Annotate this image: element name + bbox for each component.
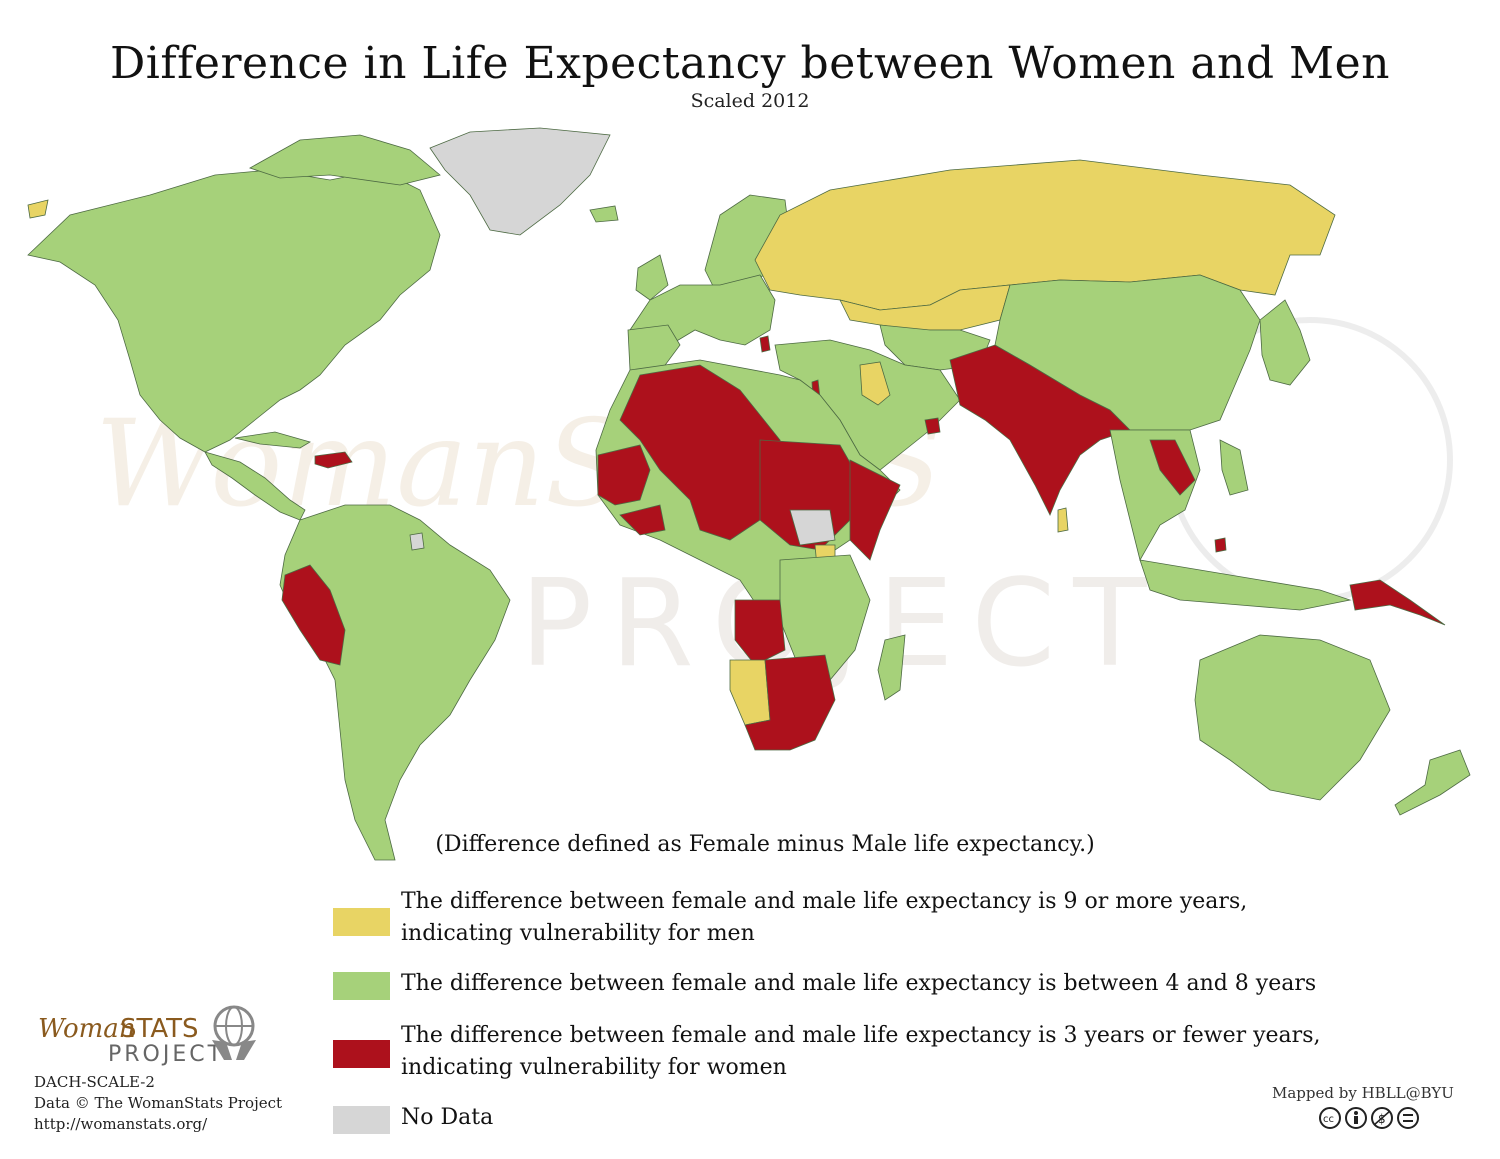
region-sri-lanka [1057,507,1069,533]
region-png [1349,579,1446,626]
legend-swatch [333,908,390,936]
nc-icon [1371,1107,1393,1129]
nd-icon [1397,1107,1419,1129]
map-code: DACH-SCALE-2 [34,1073,155,1091]
region-central-africa [759,439,861,551]
cc-license-badge[interactable]: cc $ [1318,1105,1428,1131]
region-uae [924,417,941,435]
map-subtitle: Scaled 2012 [690,90,810,112]
legend-label: The difference between female and male l… [401,889,1248,946]
mapped-by-credit: Mapped by HBLL@BYU [1272,1084,1454,1102]
region-east-africa [779,554,871,681]
globe-hands-icon [212,1005,256,1060]
data-credit: Data © The WomanStats Project [34,1094,283,1112]
region-australia [1194,634,1391,801]
region-greenland [429,127,611,236]
region-iceland [589,205,619,223]
womanstats-logo: Woman STATS PROJECT [34,1005,274,1072]
legend-label: The difference between female and male l… [401,1023,1321,1080]
region-cuba [234,431,311,449]
world-map: WomanSTATS PROJECT [27,127,1471,861]
logo-stats: STATS [120,1014,199,1044]
region-brunei [1214,537,1227,553]
legend-label: No Data [401,1105,494,1130]
region-albania [759,335,771,353]
region-iraq [859,361,891,406]
region-madagascar [877,634,906,701]
legend-swatch [333,1106,390,1134]
by-icon [1345,1107,1367,1129]
region-alaska-tip [27,199,49,219]
legend-label: The difference between female and male l… [401,971,1317,996]
region-peru [281,564,346,666]
region-namibia [729,659,771,726]
region-south-sudan [789,509,836,546]
region-indonesia [1139,559,1352,611]
region-uk [635,254,669,301]
region-new-zealand [1394,749,1471,816]
region-iberia [627,324,681,373]
region-gulf-guinea [619,504,666,536]
website-link[interactable]: http://womanstats.org/ [34,1115,208,1133]
svg-text:cc: cc [1323,1114,1334,1125]
map-title: Difference in Life Expectancy between Wo… [110,38,1390,89]
region-south-america [279,504,511,861]
region-china [994,274,1261,431]
legend-swatch [333,972,390,1000]
region-philippines [1219,439,1249,496]
cc-icon [1319,1107,1341,1129]
legend-swatch [333,1040,390,1068]
region-horn-africa [849,459,901,561]
region-algeria-sahel [619,364,791,541]
region-west-africa [597,444,651,506]
region-laos [1149,439,1196,496]
region-southern-africa [744,654,836,751]
definition-note: (Difference defined as Female minus Male… [435,832,1095,857]
region-korea-japan [1259,299,1311,386]
region-haiti-dr [314,451,353,469]
region-angola [734,599,786,666]
region-arctic-islands [249,134,441,186]
logo-project: PROJECT [108,1042,225,1067]
region-french-guiana [409,532,425,551]
logo-woman: Woman [38,1014,136,1044]
